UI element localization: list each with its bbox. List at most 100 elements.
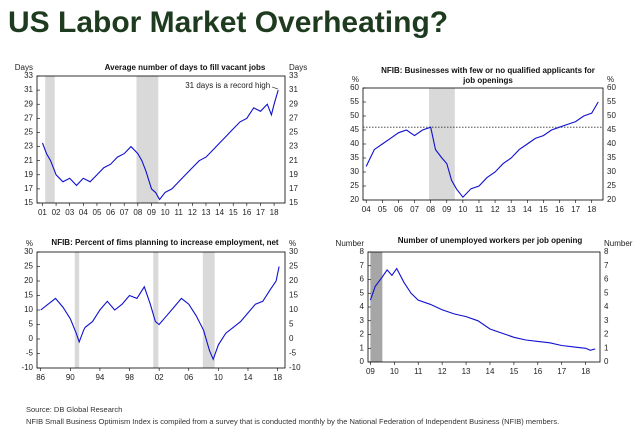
x-tick-label: 06: [394, 205, 403, 214]
y-tick-label: 40: [350, 139, 359, 148]
x-tick-label: 14: [486, 367, 495, 376]
x-tick-label: 01: [38, 208, 47, 217]
x-tick-label: 04: [362, 205, 371, 214]
x-tick-label: 08: [133, 208, 142, 217]
x-tick-label: 90: [66, 373, 75, 382]
y2-axis-label: Days: [289, 63, 307, 72]
y2-tick-label: 20: [289, 276, 298, 285]
y2-tick-label: 3: [604, 316, 609, 325]
y2-tick-label: 19: [289, 170, 298, 179]
y2-tick-label: 0: [604, 357, 609, 366]
y2-tick-label: 55: [607, 97, 616, 106]
y-tick-label: 55: [350, 97, 359, 106]
y2-tick-label: 30: [289, 247, 298, 256]
y-axis-label: %: [352, 75, 359, 84]
x-tick-label: 14: [244, 373, 253, 382]
x-tick-label: 09: [442, 205, 451, 214]
x-tick-label: 12: [491, 205, 500, 214]
y-tick-label: 17: [24, 184, 33, 193]
y-tick-label: 5: [29, 320, 34, 329]
chart-title: NFIB: Percent of fims planning to increa…: [51, 238, 279, 247]
x-tick-label: 18: [587, 205, 596, 214]
y-tick-label: 30: [24, 247, 33, 256]
x-tick-label: 15: [229, 208, 238, 217]
x-tick-label: 18: [581, 367, 590, 376]
y2-tick-label: -10: [289, 363, 301, 372]
y2-tick-label: 25: [289, 128, 298, 137]
x-tick-label: 13: [507, 205, 516, 214]
y2-tick-label: 20: [607, 195, 616, 204]
x-tick-label: 10: [161, 208, 170, 217]
y2-tick-label: 50: [607, 111, 616, 120]
y-tick-label: 7: [360, 261, 365, 270]
x-tick-label: 06: [184, 373, 193, 382]
y-tick-label: 0: [360, 357, 365, 366]
y2-tick-label: 60: [607, 83, 616, 92]
y-axis-label: %: [26, 239, 33, 248]
y-tick-label: 33: [24, 71, 33, 80]
y2-tick-label: 17: [289, 184, 298, 193]
y-tick-label: 20: [350, 195, 359, 204]
y2-tick-label: 15: [289, 291, 298, 300]
y-tick-label: 31: [24, 85, 33, 94]
annotation-arrow: [272, 86, 279, 90]
y-tick-label: 15: [24, 198, 33, 207]
x-tick-label: 10: [390, 367, 399, 376]
recession-shade: [74, 252, 80, 368]
data-line: [40, 266, 280, 361]
x-tick-label: 11: [475, 205, 484, 214]
source: Source: DB Global Research: [26, 405, 123, 414]
y-tick-label: 29: [24, 99, 33, 108]
x-tick-label: 02: [155, 373, 164, 382]
y2-tick-label: 45: [607, 125, 616, 134]
y-tick-label: 19: [24, 170, 33, 179]
y-tick-label: 0: [29, 334, 34, 343]
y-tick-label: 50: [350, 111, 359, 120]
x-tick-label: 16: [533, 367, 542, 376]
y-tick-label: 60: [350, 83, 359, 92]
recession-shade: [429, 88, 455, 200]
y-tick-label: 35: [350, 153, 359, 162]
y-tick-label: 30: [350, 167, 359, 176]
plot-frame: [36, 75, 286, 204]
y-tick-label: 25: [24, 262, 33, 271]
y-tick-label: 3: [360, 316, 365, 325]
y2-tick-label: 33: [289, 71, 298, 80]
chart-title: Number of unemployed workers per job ope…: [397, 236, 583, 245]
x-tick-label: 15: [539, 205, 548, 214]
y2-tick-label: 29: [289, 99, 298, 108]
data-line: [369, 267, 596, 351]
y2-tick-label: 6: [604, 275, 609, 284]
y2-tick-label: 25: [607, 181, 616, 190]
y2-tick-label: 0: [289, 334, 294, 343]
y2-tick-label: 15: [289, 198, 298, 207]
x-tick-label: 07: [120, 208, 129, 217]
y2-tick-label: 35: [607, 153, 616, 162]
recession-shade: [45, 76, 55, 203]
y2-axis-label: %: [607, 75, 614, 84]
x-tick-label: 86: [36, 373, 45, 382]
y-tick-label: 6: [360, 275, 365, 284]
data-line: [365, 101, 599, 199]
x-tick-label: 98: [125, 373, 134, 382]
y2-tick-label: 8: [604, 247, 609, 256]
y2-tick-label: 1: [604, 343, 609, 352]
y-tick-label: 10: [24, 305, 33, 314]
x-tick-label: 04: [79, 208, 88, 217]
recession-shade: [153, 252, 159, 368]
x-tick-label: 11: [175, 208, 184, 217]
y2-tick-label: 31: [289, 85, 298, 94]
x-tick-label: 05: [93, 208, 102, 217]
x-tick-label: 02: [52, 208, 61, 217]
note: NFIB Small Business Optimism Index is co…: [26, 417, 560, 426]
x-tick-label: 16: [242, 208, 251, 217]
recession-shade: [370, 252, 383, 362]
y2-tick-label: 5: [289, 320, 294, 329]
x-tick-label: 17: [256, 208, 265, 217]
y-tick-label: -10: [21, 363, 33, 372]
y-tick-label: 5: [360, 288, 365, 297]
y2-tick-label: 27: [289, 113, 298, 122]
y-tick-label: 27: [24, 113, 33, 122]
